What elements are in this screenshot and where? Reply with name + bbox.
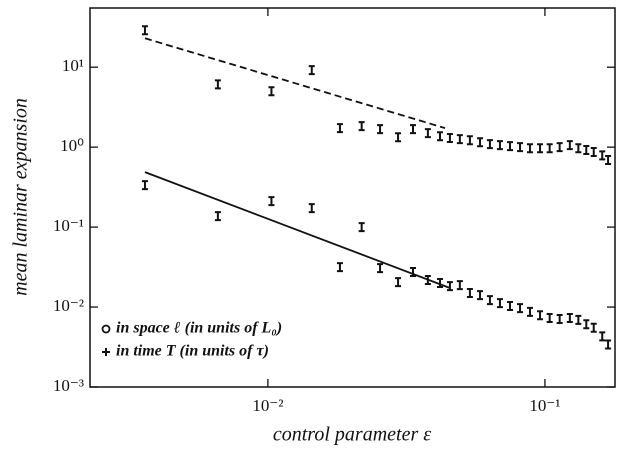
data-point bbox=[409, 124, 416, 135]
data-point bbox=[409, 267, 416, 278]
data-point bbox=[377, 263, 384, 274]
data-point bbox=[377, 124, 384, 135]
data-point bbox=[336, 123, 343, 134]
data-point bbox=[556, 313, 563, 324]
fit-line bbox=[144, 171, 451, 289]
data-point bbox=[590, 146, 597, 157]
data-point bbox=[358, 222, 365, 233]
y-tick-label: 10⁻² bbox=[53, 296, 84, 315]
x-tick-label: 10⁻¹ bbox=[529, 396, 560, 415]
data-point bbox=[566, 312, 573, 323]
legend-marker bbox=[101, 324, 111, 334]
data-point bbox=[424, 128, 431, 139]
data-point bbox=[268, 196, 275, 207]
data-point bbox=[268, 86, 275, 97]
data-point bbox=[466, 135, 473, 146]
data-point bbox=[507, 141, 514, 152]
data-point bbox=[517, 142, 524, 153]
data-point bbox=[537, 143, 544, 154]
data-point bbox=[446, 133, 453, 144]
legend-marker bbox=[102, 348, 110, 356]
data-point bbox=[446, 281, 453, 292]
data-point bbox=[486, 139, 493, 150]
data-point bbox=[466, 287, 473, 298]
data-point bbox=[477, 137, 484, 148]
data-point bbox=[496, 140, 503, 151]
legend-label: in time T (in units of τ) bbox=[116, 343, 269, 360]
y-tick-label: 10⁻¹ bbox=[53, 216, 84, 235]
x-axis-label: control parameter ε bbox=[273, 424, 431, 446]
data-point bbox=[546, 312, 553, 323]
data-point bbox=[336, 262, 343, 273]
data-point bbox=[556, 142, 563, 153]
data-point bbox=[395, 277, 402, 288]
data-point bbox=[546, 143, 553, 154]
data-point bbox=[395, 132, 402, 143]
data-point bbox=[486, 295, 493, 306]
data-point bbox=[605, 155, 612, 166]
data-point bbox=[496, 298, 503, 309]
data-point bbox=[214, 211, 221, 222]
x-tick-label: 10⁻² bbox=[252, 396, 283, 415]
data-point bbox=[566, 140, 573, 151]
y-tick-label: 10⁻³ bbox=[53, 376, 84, 395]
data-point bbox=[575, 143, 582, 154]
data-point bbox=[141, 180, 148, 191]
y-tick-label: 10⁰ bbox=[60, 136, 84, 155]
data-point bbox=[575, 314, 582, 325]
data-point bbox=[583, 145, 590, 156]
data-point bbox=[456, 134, 463, 145]
data-point bbox=[599, 331, 606, 342]
plot-frame bbox=[89, 7, 616, 388]
data-point bbox=[517, 303, 524, 314]
data-point bbox=[141, 25, 148, 36]
legend-label: in space ℓ (in units of L₀) bbox=[116, 320, 282, 337]
data-point bbox=[436, 277, 443, 288]
y-tick-label: 10¹ bbox=[62, 56, 84, 75]
data-point bbox=[537, 310, 544, 321]
data-point bbox=[477, 290, 484, 301]
data-point bbox=[424, 274, 431, 285]
data-point bbox=[526, 306, 533, 317]
data-point bbox=[526, 143, 533, 154]
data-point bbox=[436, 131, 443, 142]
data-point bbox=[605, 339, 612, 350]
data-point bbox=[590, 322, 597, 333]
data-point bbox=[583, 319, 590, 330]
y-axis-label: mean laminar expansion bbox=[10, 98, 32, 296]
fit-line bbox=[144, 37, 446, 129]
data-point bbox=[308, 65, 315, 76]
data-point bbox=[214, 79, 221, 90]
data-point bbox=[456, 280, 463, 291]
data-point bbox=[599, 150, 606, 161]
data-point bbox=[507, 301, 514, 312]
data-point bbox=[308, 203, 315, 214]
data-point bbox=[358, 121, 365, 132]
